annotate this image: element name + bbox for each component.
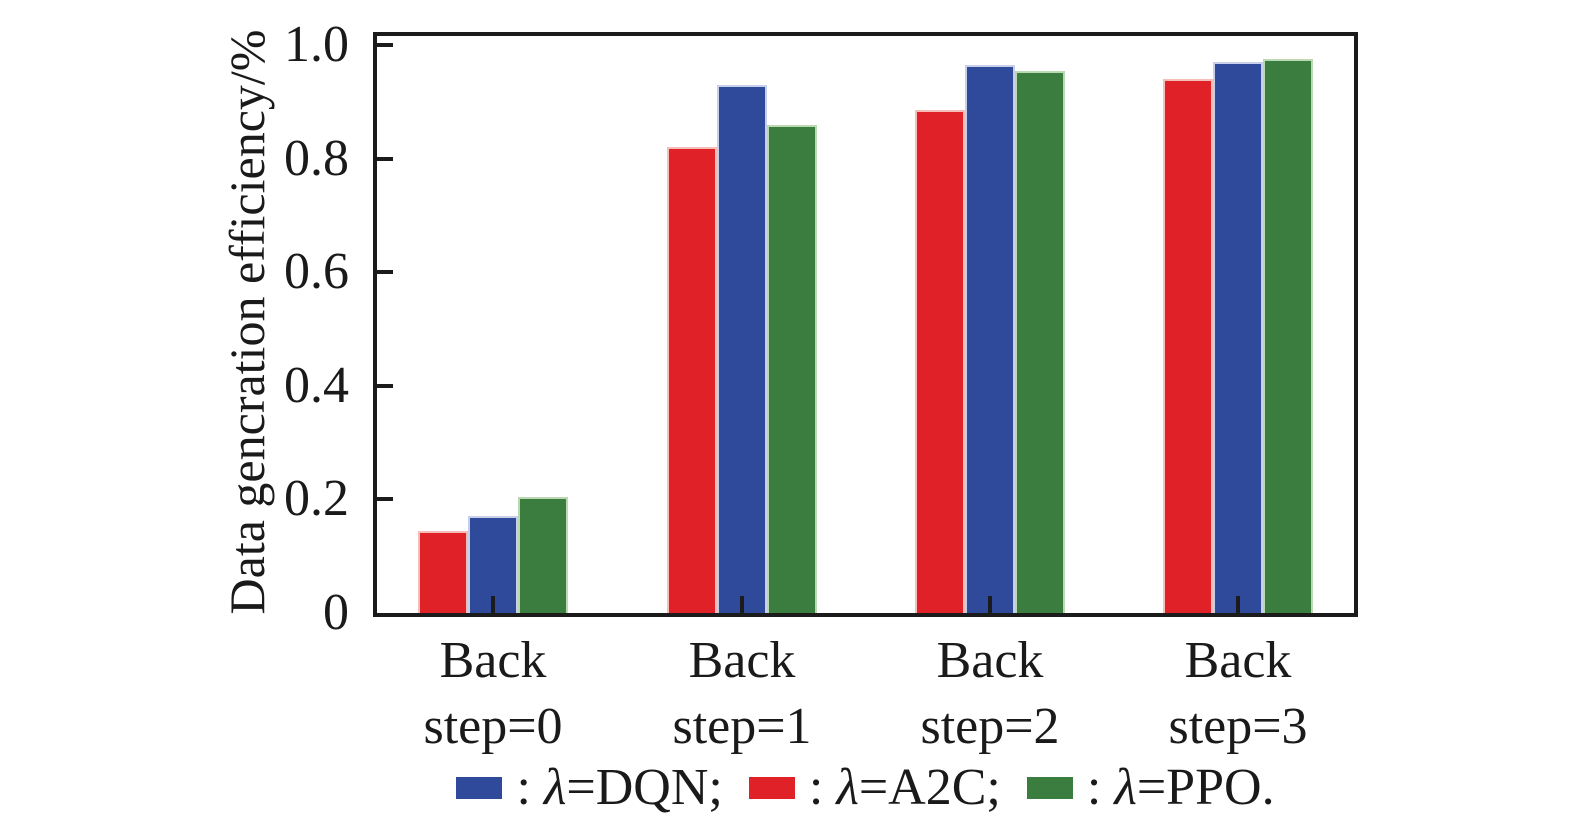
legend-label-dqn: : λ=DQN; <box>516 759 723 816</box>
x-category-label-step3: Back step=3 <box>1098 628 1378 760</box>
x-category-label-step0: Back step=0 <box>353 628 633 760</box>
x-category-label-step2: Back step=2 <box>850 628 1130 760</box>
x-category-line: Back <box>936 632 1044 689</box>
y-tick-0.2 <box>377 497 393 502</box>
y-tick-1.0 <box>377 43 393 47</box>
bar-ppo-step3 <box>1263 59 1313 613</box>
legend: : λ=DQN; : λ=A2C; : λ=PPO. <box>373 756 1358 820</box>
legend-label-ppo: : λ=PPO. <box>1086 759 1275 816</box>
bar-a2c-step0 <box>418 531 468 613</box>
y-tick-0.6 <box>377 270 393 275</box>
legend-label-a2c: : λ=A2C; <box>808 759 1001 816</box>
x-category-line: Back <box>688 632 796 689</box>
plot-area <box>373 32 1358 617</box>
legend-item-dqn: : λ=DQN; <box>456 758 723 818</box>
x-category-line: step=2 <box>920 698 1060 755</box>
x-category-line: step=0 <box>423 698 563 755</box>
x-category-line: step=3 <box>1168 698 1308 755</box>
legend-swatch-dqn <box>456 777 503 799</box>
bar-a2c-step1 <box>667 147 717 613</box>
y-tick-label-1.0: 1.0 <box>284 16 349 73</box>
x-category-label-step1: Back step=1 <box>602 628 882 760</box>
y-tick-label-0: 0 <box>323 584 349 641</box>
x-tick-step1 <box>740 596 744 613</box>
y-tick-label-0.2: 0.2 <box>284 470 349 528</box>
legend-swatch-a2c <box>748 777 795 799</box>
x-tick-step0 <box>491 596 495 613</box>
bar-ppo-step2 <box>1015 71 1065 613</box>
y-tick-label-0.6: 0.6 <box>284 243 349 301</box>
x-category-line: step=1 <box>672 698 812 755</box>
x-category-line: Back <box>439 632 547 689</box>
bar-a2c-step2 <box>915 110 965 613</box>
bar-ppo-step1 <box>767 125 817 613</box>
legend-swatch-ppo <box>1026 777 1073 799</box>
bar-dqn-step1 <box>717 85 767 613</box>
bar-ppo-step0 <box>518 497 568 613</box>
legend-item-a2c: : λ=A2C; <box>748 758 1001 818</box>
y-tick-label-0.8: 0.8 <box>284 129 349 187</box>
y-tick-0.8 <box>377 156 393 161</box>
bar-dqn-step2 <box>965 65 1015 613</box>
y-axis-title: Data gencration efficiency/% <box>219 29 275 615</box>
bar-a2c-step3 <box>1163 79 1213 613</box>
y-tick-0.4 <box>377 383 393 388</box>
bar-dqn-step3 <box>1213 62 1263 613</box>
x-tick-step3 <box>1236 596 1240 613</box>
x-category-line: Back <box>1184 632 1292 689</box>
y-tick-label-0.4: 0.4 <box>284 356 349 414</box>
x-tick-step2 <box>988 596 992 613</box>
legend-item-ppo: : λ=PPO. <box>1026 758 1275 818</box>
